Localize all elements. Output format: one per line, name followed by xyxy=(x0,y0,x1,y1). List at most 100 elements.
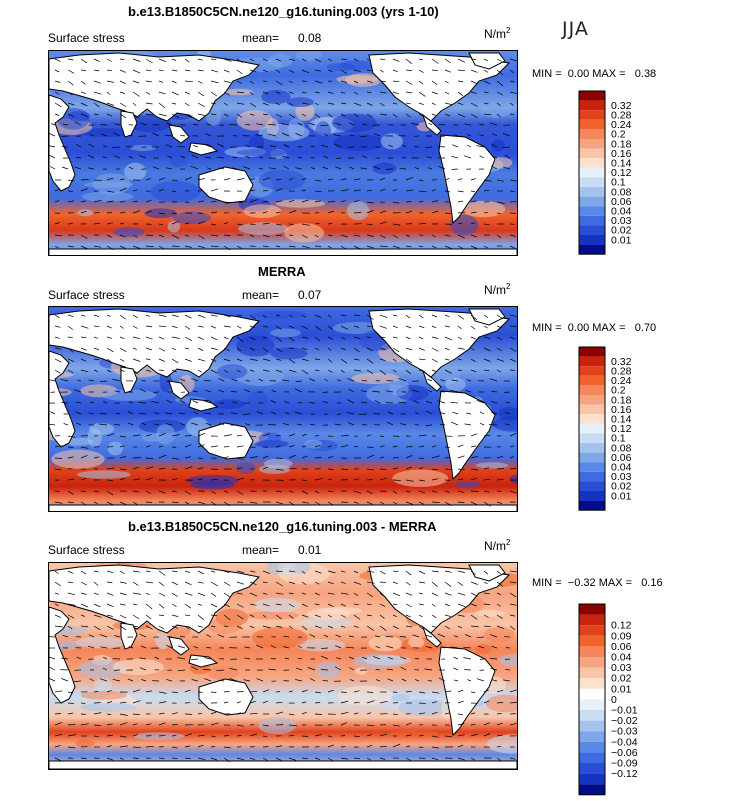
colorbar-swatch xyxy=(579,625,605,636)
colorbar-swatch xyxy=(579,405,605,415)
vector-arrow xyxy=(159,370,164,371)
colorbar-swatch xyxy=(579,636,605,647)
vector-arrow xyxy=(504,392,510,393)
colorbar-swatch xyxy=(579,216,605,226)
vector-arrow xyxy=(497,491,501,492)
colorbar-swatch xyxy=(579,752,605,763)
field-blob xyxy=(491,139,505,151)
field-blob xyxy=(408,637,424,648)
panel2-mean-label: mean= xyxy=(242,288,279,302)
vector-arrow xyxy=(341,692,347,693)
vector-arrow xyxy=(452,169,459,170)
vector-arrow xyxy=(268,125,276,126)
field-blob xyxy=(244,204,282,218)
land-outline xyxy=(49,505,517,511)
vector-arrow xyxy=(68,224,73,225)
vector-arrow xyxy=(94,725,101,726)
field-blob xyxy=(75,740,94,748)
vector-arrow xyxy=(94,213,100,214)
vector-arrow xyxy=(315,703,320,704)
vector-arrow xyxy=(146,502,152,503)
vector-arrow xyxy=(159,469,165,470)
vector-arrow xyxy=(315,436,319,437)
colorbar-swatch xyxy=(579,366,605,376)
colorbar-swatch xyxy=(579,245,605,255)
colorbar-swatch xyxy=(579,177,605,187)
colorbar-swatch xyxy=(579,414,605,424)
field-blob xyxy=(77,470,131,478)
vector-arrow xyxy=(276,480,284,481)
colorbar-swatch xyxy=(579,197,605,207)
field-blob xyxy=(476,462,509,468)
field-blob xyxy=(332,114,377,133)
vector-arrow xyxy=(302,736,308,737)
vector-arrow xyxy=(268,425,276,426)
field-blob xyxy=(347,201,369,220)
vector-arrow xyxy=(458,370,462,371)
field-blob xyxy=(391,694,410,701)
vector-arrow xyxy=(489,425,497,426)
panel3-mean-label: mean= xyxy=(242,543,279,557)
vector-arrow xyxy=(166,381,172,382)
field-blob xyxy=(287,97,314,107)
panel1-map xyxy=(48,50,518,256)
vector-arrow xyxy=(505,659,510,660)
vector-arrow xyxy=(458,714,463,715)
vector-arrow xyxy=(185,436,192,437)
field-blob xyxy=(253,311,308,319)
field-blob xyxy=(51,450,104,469)
vector-arrow xyxy=(198,458,203,459)
field-blob xyxy=(326,63,356,71)
vector-arrow xyxy=(243,414,250,415)
colorbar-swatch xyxy=(579,699,605,710)
panel2-min-max: MIN = 0.00 MAX = 0.70 xyxy=(532,322,656,334)
vector-arrow xyxy=(68,703,74,704)
field-blob xyxy=(217,364,248,379)
field-blob xyxy=(276,199,325,207)
colorbar-swatch xyxy=(579,168,605,178)
map-svg xyxy=(49,307,517,511)
field-blob xyxy=(130,145,156,151)
colorbar-swatch xyxy=(579,472,605,482)
field-blob xyxy=(77,209,93,216)
panel2-map xyxy=(48,306,518,512)
colorbar-swatch xyxy=(579,101,605,111)
vector-arrow xyxy=(229,125,237,126)
vector-arrow xyxy=(224,626,228,627)
colorbar-tick-label: 0.01 xyxy=(611,490,632,502)
field-blob xyxy=(304,440,322,449)
colorbar-swatch xyxy=(579,668,605,679)
colorbar-svg: 0.120.090.060.040.030.020.010−0.01−0.02−… xyxy=(578,603,658,796)
map-svg xyxy=(49,563,517,769)
colorbar-swatch xyxy=(579,731,605,742)
vector-arrow xyxy=(426,425,432,426)
colorbar-swatch xyxy=(579,424,605,434)
field-blob xyxy=(445,378,466,391)
colorbar-tick-label: 0.01 xyxy=(611,234,632,246)
field-blob xyxy=(247,391,268,408)
field-blob xyxy=(270,347,307,359)
field-blob xyxy=(254,598,301,612)
panel1-title: b.e13.B1850C5CN.ne120_g16.tuning.003 (yr… xyxy=(128,4,439,19)
field-blob xyxy=(213,399,244,409)
field-blob xyxy=(480,104,511,118)
vector-arrow xyxy=(101,125,108,126)
colorbar-swatch xyxy=(579,742,605,753)
vector-arrow xyxy=(440,136,445,137)
vector-arrow xyxy=(367,337,371,338)
colorbar-swatch xyxy=(579,206,605,216)
colorbar-swatch xyxy=(579,763,605,774)
field-blob xyxy=(284,223,324,242)
vector-arrow xyxy=(139,403,146,404)
field-blob xyxy=(259,432,282,444)
colorbar-swatch xyxy=(579,774,605,785)
panel3-min-max: MIN = −0.32 MAX = 0.16 xyxy=(532,577,663,589)
field-blob xyxy=(208,666,239,680)
vector-arrow xyxy=(81,70,86,71)
colorbar-tick-label: −0.12 xyxy=(611,768,638,780)
field-blob xyxy=(252,627,308,649)
panel1-mean-value: 0.08 xyxy=(298,31,321,45)
vector-arrow xyxy=(323,392,328,393)
colorbar-swatch xyxy=(579,615,605,626)
